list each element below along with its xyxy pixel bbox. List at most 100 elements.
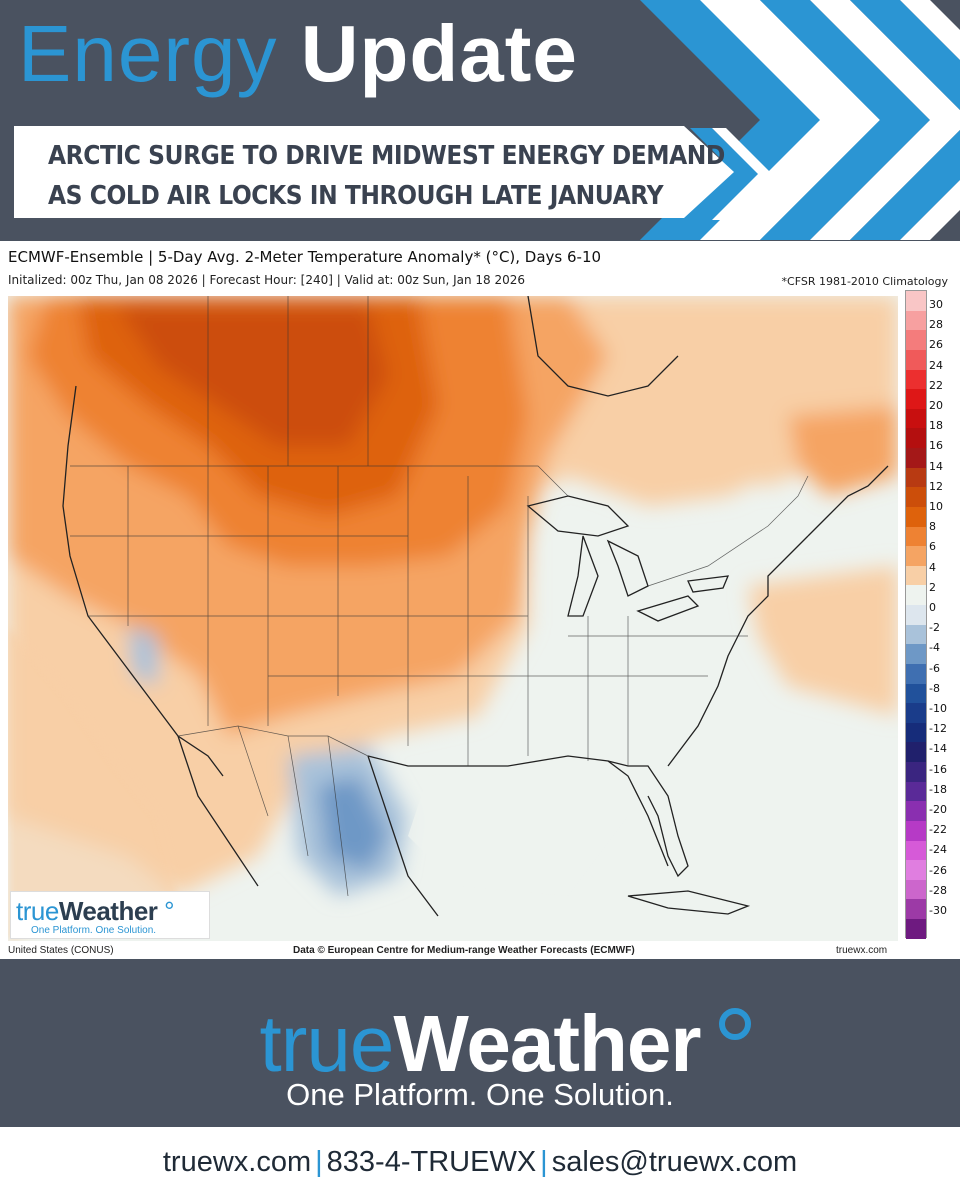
colorbar-label: -22 <box>929 823 947 837</box>
colorbar-cell <box>906 820 926 841</box>
anomaly-region-plus2-atlantic <box>748 566 898 716</box>
colorbar-label: 20 <box>929 399 943 412</box>
headline: ARCTIC SURGE TO DRIVE MIDWEST ENERGY DEM… <box>48 136 725 216</box>
colorbar-label: 8 <box>929 520 936 534</box>
colorbar-label: -16 <box>929 762 947 776</box>
map-logo-word-2: Weather <box>58 896 158 926</box>
colorbar-label: 12 <box>929 479 943 493</box>
colorbar-cell <box>906 408 926 429</box>
colorbar-label: -2 <box>929 621 940 635</box>
map-footer-credit: Data © European Centre for Medium-range … <box>293 945 635 956</box>
phone-link[interactable]: 833-4-TRUEWX <box>326 1146 537 1178</box>
colorbar-label: -20 <box>929 803 947 816</box>
colorbar-cell <box>906 683 926 704</box>
mexico-east-coast <box>367 755 439 917</box>
colorbar-cell <box>906 781 926 802</box>
brand-tagline: One Platform. One Solution. <box>286 1077 674 1112</box>
title-word-energy: Energy <box>18 9 278 98</box>
colorbar-cell <box>906 919 926 939</box>
map-panel: ECMWF-Ensemble | 5-Day Avg. 2-Meter Temp… <box>0 241 960 959</box>
colorbar-label: -14 <box>929 742 947 756</box>
colorbar-cell <box>906 448 926 468</box>
great-lake-huron <box>606 539 649 597</box>
baja-coast <box>177 735 259 887</box>
florida <box>607 760 689 878</box>
map-footer-region: United States (CONUS) <box>8 945 114 956</box>
brand-circle-icon <box>719 1008 751 1040</box>
headline-line-1: ARCTIC SURGE TO DRIVE MIDWEST ENERGY DEM… <box>48 141 725 171</box>
contact-info: truewx.com | 833-4-TRUEWX | sales@truewx.com <box>0 1146 960 1179</box>
colorbar-label: 26 <box>929 338 943 352</box>
map-title: ECMWF-Ensemble | 5-Day Avg. 2-Meter Temp… <box>8 248 602 266</box>
colorbar-label: -8 <box>929 681 940 695</box>
great-lake-ontario <box>687 575 730 593</box>
colorbar-cell <box>906 369 926 390</box>
map-logo: trueWeather ° One Platform. One Solution… <box>10 891 210 939</box>
colorbar-label: 4 <box>929 560 936 574</box>
separator: | <box>315 1146 323 1178</box>
colorbar-cell <box>906 762 926 782</box>
chevron-blue-2 <box>760 0 930 240</box>
email-link[interactable]: sales@truewx.com <box>551 1146 798 1178</box>
great-lake-michigan <box>567 535 599 617</box>
climatology-note: *CFSR 1981-2010 Climatology <box>781 275 948 288</box>
canada-border-east <box>647 475 809 587</box>
contact-bar: truewx.com | 833-4-TRUEWX | sales@truewx.com <box>0 1127 960 1200</box>
colorbar-label: 24 <box>929 358 943 372</box>
colorbar-cell <box>906 624 926 645</box>
colorbar-cell <box>906 879 926 900</box>
colorbar-label: 6 <box>929 540 936 554</box>
colorbar-cell <box>906 605 926 625</box>
hudson-bay-south <box>527 296 679 397</box>
coastlines <box>62 296 889 917</box>
colorbar-label: -26 <box>929 863 947 877</box>
brand-footer <box>0 959 960 1127</box>
colorbar-label: -30 <box>929 904 947 917</box>
colorbar-cell <box>906 467 926 488</box>
colorbar-label: 16 <box>929 439 943 453</box>
colorbar-label: -24 <box>929 843 947 857</box>
west-coast <box>62 385 224 777</box>
colorbar-label: -10 <box>929 702 947 715</box>
colorbar-cell <box>906 703 926 723</box>
great-lake-erie <box>636 595 700 622</box>
colorbar-label: 0 <box>929 601 936 614</box>
brand-word-2: Weather <box>393 999 701 1088</box>
gulf-of-mexico <box>408 756 628 896</box>
chevron-small-blue <box>690 128 758 220</box>
map-logo-text: trueWeather ° <box>16 896 175 927</box>
colorbar-cell <box>906 644 926 664</box>
website-link[interactable]: truewx.com <box>162 1146 312 1178</box>
colorbar-cell <box>906 663 926 684</box>
colorbar-label: 22 <box>929 378 943 392</box>
colorbar-cell <box>906 860 926 880</box>
headline-band <box>14 126 734 218</box>
colorbar-cell <box>906 310 926 331</box>
chevron-blue-3 <box>850 0 960 240</box>
anomaly-region-plus4-ne <box>788 406 898 496</box>
colorbar-label: 10 <box>929 500 943 513</box>
colorbar-cell <box>906 801 926 821</box>
colorbar-cell <box>906 526 926 547</box>
colorbar-label: 18 <box>929 419 943 433</box>
map-init-line: Initalized: 00z Thu, Jan 08 2026 | Forec… <box>8 273 526 287</box>
colorbar <box>905 290 927 939</box>
title-word-update: Update <box>300 9 578 98</box>
colorbar-cell <box>906 585 926 605</box>
colorbar-cell <box>906 742 926 762</box>
map-footer-site: truewx.com <box>836 945 888 956</box>
colorbar-cell <box>906 722 926 743</box>
pacific-ocean <box>8 626 178 941</box>
map-logo-tagline: One Platform. One Solution. <box>31 925 157 936</box>
map-logo-word-1: true <box>16 896 59 926</box>
chevron-white-2 <box>810 0 960 240</box>
colorbar-label: -6 <box>929 661 940 675</box>
colorbar-label: -18 <box>929 782 947 796</box>
colorbar-cell <box>906 487 926 507</box>
anomaly-region-plus10 <box>118 306 388 446</box>
colorbar-label: 14 <box>929 459 943 473</box>
colorbar-cell <box>906 899 926 919</box>
colorbar-label: 28 <box>929 318 943 332</box>
separator: | <box>540 1146 548 1178</box>
colorbar-label: -28 <box>929 883 947 897</box>
